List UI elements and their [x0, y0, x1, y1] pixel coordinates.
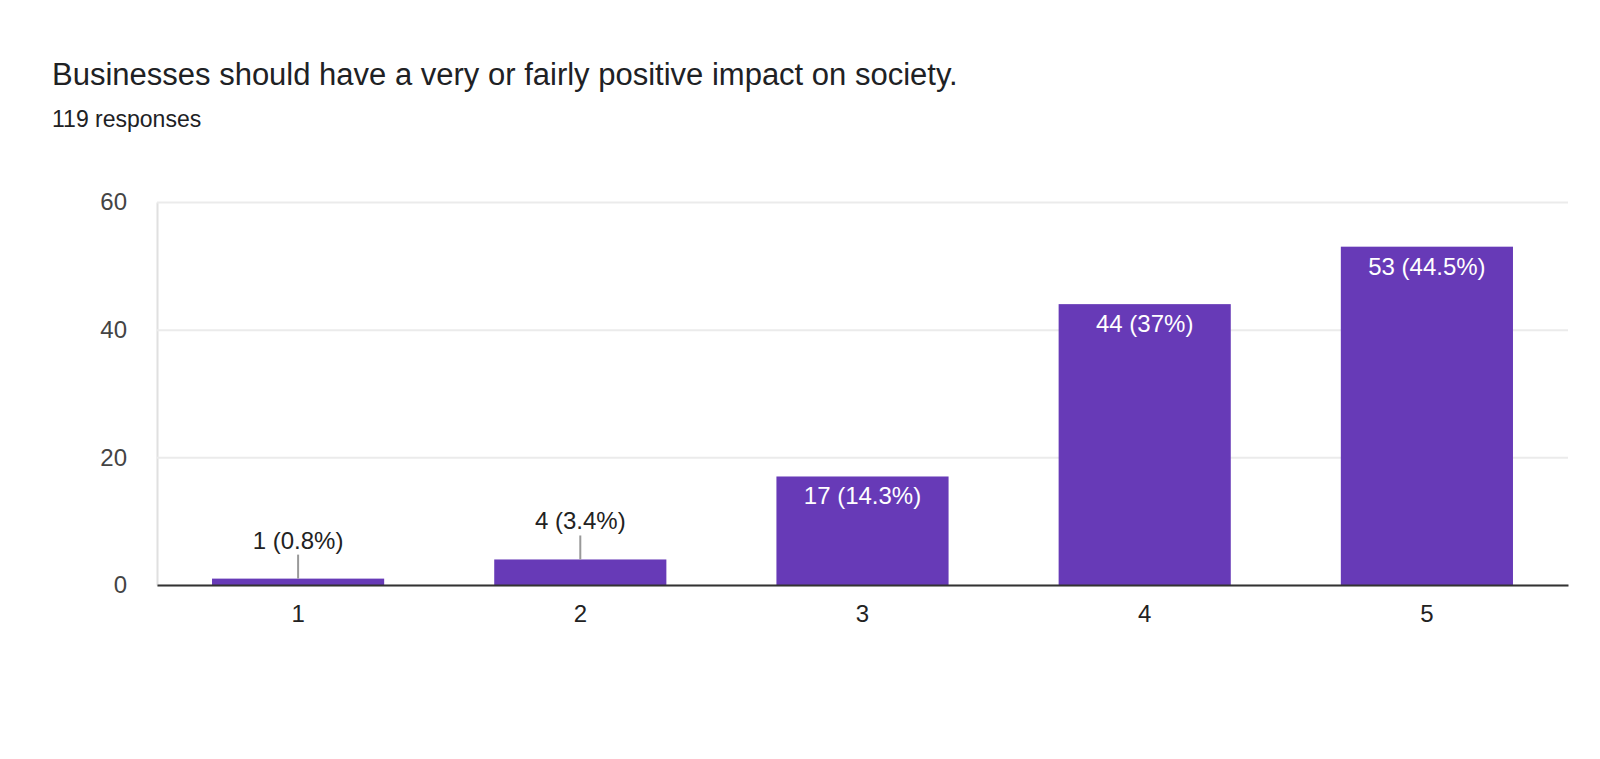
subtitle: 119 responses [52, 106, 201, 132]
chart: Businesses should have a very or fairly … [0, 0, 1600, 759]
x-axis-line [158, 585, 1569, 587]
grid-line [157, 585, 1568, 587]
data-label: 4 (3.4%) [535, 507, 626, 534]
bars [212, 247, 1513, 585]
x-tick-label: 1 [291, 600, 304, 627]
data-label: 17 (14.3%) [804, 482, 921, 509]
data-label: 53 (44.5%) [1368, 253, 1485, 280]
x-tick: 1 [291, 585, 304, 627]
title: Businesses should have a very or fairly … [52, 57, 958, 92]
plot: 0 20 40 60 1 2 3 4 5 1 (0.8%) 4 (3.4%) 17 (14.3%) 44… [100, 188, 1568, 627]
y-tick-label: 40 [100, 316, 127, 343]
bar [776, 476, 948, 585]
data-label: 1 (0.8%) [253, 527, 344, 554]
x-tick-label: 4 [1138, 600, 1151, 627]
bar [494, 559, 666, 585]
y-tick-label: 60 [100, 188, 127, 215]
x-tick: 3 [856, 585, 869, 627]
x-tick-label: 3 [856, 600, 869, 627]
y-tick-label: 0 [114, 571, 127, 598]
bar [212, 579, 384, 585]
bar [1341, 247, 1513, 585]
x-tick-label: 5 [1420, 600, 1433, 627]
x-axis: 1 2 3 4 5 [158, 585, 1569, 627]
x-tick: 4 [1138, 585, 1151, 627]
data-label: 44 (37%) [1096, 310, 1193, 337]
data-labels: 1 (0.8%) 4 (3.4%) 17 (14.3%) 44 (37%) 53 (44… [253, 253, 1486, 579]
x-tick: 5 [1420, 585, 1433, 627]
y-tick: 60 [100, 188, 1568, 215]
y-tick-label: 20 [100, 444, 127, 471]
grid-line [157, 202, 1568, 204]
bar [1059, 304, 1231, 585]
x-tick-label: 2 [574, 600, 587, 627]
label-leader [579, 535, 581, 559]
label-leader [297, 555, 299, 579]
y-axis: 0 20 40 60 [100, 188, 1568, 598]
x-tick: 2 [574, 585, 587, 627]
y-axis-line [157, 203, 159, 586]
